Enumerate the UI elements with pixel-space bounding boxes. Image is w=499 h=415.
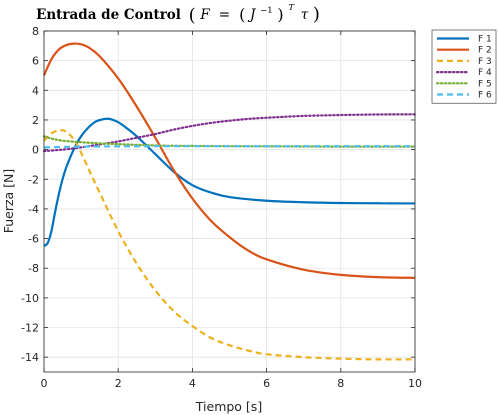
y-tick-label: -8 xyxy=(28,262,39,275)
x-tick-label: 0 xyxy=(41,377,48,390)
y-tick-label: 2 xyxy=(32,114,39,127)
y-tick-label: -10 xyxy=(21,292,39,305)
legend: F 1F 2F 3F 4F 5 F 6 xyxy=(431,29,497,104)
series-line-f4 xyxy=(42,113,417,153)
y-tick-label: -12 xyxy=(21,322,39,335)
legend-label-f5: F 5 xyxy=(478,79,492,89)
x-tick-label: 6 xyxy=(263,377,270,390)
y-tick-label: -14 xyxy=(21,351,39,364)
series-line-f1 xyxy=(43,117,416,247)
chart-title: Entrada de Control ( F = ( J −1 ) T τ ) xyxy=(36,0,320,26)
x-tick-label: 10 xyxy=(408,377,422,390)
series-line-f3 xyxy=(43,128,416,361)
y-tick-label: -2 xyxy=(28,173,39,186)
x-tick-label: 2 xyxy=(115,377,122,390)
x-axis-label: Tiempo [s] xyxy=(195,399,262,414)
series-layer xyxy=(42,42,417,361)
legend-label-f2: F 2 xyxy=(478,46,492,56)
legend-label-f1: F 1 xyxy=(478,35,492,45)
y-tick-label: -6 xyxy=(28,233,39,246)
plot-frame xyxy=(43,30,416,373)
y-tick-label: 0 xyxy=(32,144,39,157)
chart-title-text: Entrada de Control xyxy=(36,7,181,23)
legend-label-f6: F 6 xyxy=(478,91,492,101)
y-axis-label: Fuerza [N] xyxy=(1,169,16,234)
series-line-f2 xyxy=(42,42,416,279)
y-tick-label: 4 xyxy=(32,84,39,97)
x-tick-label: 8 xyxy=(337,377,344,390)
y-tick-label: -4 xyxy=(28,203,39,216)
y-tick-label: 6 xyxy=(32,55,39,68)
legend-box xyxy=(431,29,497,104)
legend-label-f3: F 3 xyxy=(478,57,492,67)
x-tick-label: 4 xyxy=(189,377,196,390)
legend-label-f4: F 4 xyxy=(478,68,492,78)
ticks: 0 2 4 6 8 10 8 6 4 2 0 -2 -4 -6 -8 -10 -12 -14 xyxy=(21,25,422,390)
y-tick-label: 8 xyxy=(32,25,39,38)
series-line-f6 xyxy=(43,145,415,149)
